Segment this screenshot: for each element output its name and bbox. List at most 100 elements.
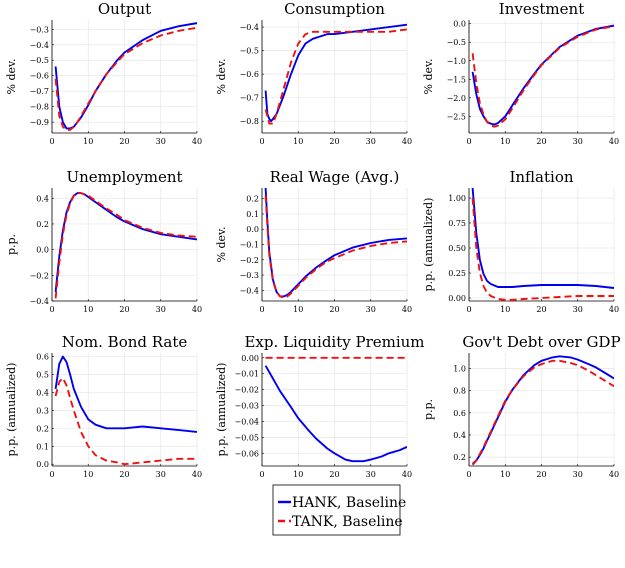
series-line-tank-baseline <box>264 28 407 125</box>
y-tick-label: −1.0 <box>447 57 466 66</box>
y-axis-label: % dev. <box>215 227 228 263</box>
series-line-tank-baseline <box>471 359 614 466</box>
y-tick-label: −0.3 <box>30 25 49 34</box>
x-tick-label: 10 <box>293 305 303 314</box>
x-tick-label: 20 <box>329 470 339 479</box>
y-tick-label: −0.5 <box>30 56 49 65</box>
panel-inflation: 0 10 20 30 40 0.00 0.25 0.50 0.75 1.00 Inflation p.… <box>422 168 619 314</box>
y-axis-label: p.p. (annualized) <box>215 363 228 457</box>
y-tick-label: −0.3 <box>240 271 259 280</box>
y-tick-label: −0.1 <box>240 241 259 250</box>
series-line-hank-baseline <box>471 355 614 465</box>
y-tick-label: −0.8 <box>240 117 259 126</box>
panel-exp-liquidity-premium: 0 10 20 30 40 −0.06 −0.05 −0.04 −0.03 −0.02 −0.01 0… <box>215 333 425 479</box>
y-tick-label: −0.8 <box>30 103 49 112</box>
series-line-hank-baseline <box>54 192 197 293</box>
series-line-tank-baseline <box>54 26 197 131</box>
series-line-hank-baseline <box>264 23 407 123</box>
x-tick-label: 20 <box>119 470 129 479</box>
series-line-tank-baseline <box>471 25 614 128</box>
x-tick-label: 30 <box>366 137 376 146</box>
panel-gov-t-debt-over-gdp: 0 10 20 30 40 0.2 0.4 0.6 0.8 1.0 Gov't Debt over … <box>422 333 621 479</box>
x-tick-label: 30 <box>156 305 166 314</box>
panel-output: 0 10 20 30 40 −0.9 −0.8 −0.7 −0.6 −0.5 −0.4 −0.3 Out… <box>5 0 202 146</box>
series-line-hank-baseline <box>54 355 197 433</box>
y-tick-label: 0.5 <box>36 371 49 380</box>
y-axis-label: p.p. (annualized) <box>5 363 18 457</box>
legend-hank-label: HANK, Baseline <box>292 495 406 511</box>
x-tick-label: 10 <box>83 137 93 146</box>
series-line-hank-baseline <box>264 187 407 298</box>
legend: HANK, Baseline TANK, Baseline <box>272 484 406 536</box>
x-tick-label: 0 <box>49 305 54 314</box>
x-tick-label: 10 <box>500 305 510 314</box>
x-tick-label: 0 <box>259 305 264 314</box>
y-tick-label: 0.00 <box>448 294 466 303</box>
panel-title: Gov't Debt over GDP <box>462 333 620 351</box>
x-tick-label: 30 <box>573 470 583 479</box>
y-tick-label: −0.5 <box>447 38 466 47</box>
x-tick-label: 0 <box>466 305 471 314</box>
series-line-tank-baseline <box>264 195 407 299</box>
x-tick-label: 10 <box>500 137 510 146</box>
x-tick-label: 30 <box>573 305 583 314</box>
panel-nom-bond-rate: 0 10 20 30 40 0.0 0.1 0.2 0.3 0.4 0.5 0.6 Nom. Bond … <box>5 333 202 479</box>
panel-investment: 0 10 20 30 40 −2.5 −2.0 −1.5 −1.0 −0.5 0.0 Investme… <box>422 0 619 146</box>
y-axis-label: % dev. <box>5 59 18 95</box>
x-tick-label: 0 <box>466 137 471 146</box>
y-tick-label: 1.00 <box>448 194 466 203</box>
y-tick-label: 0.0 <box>36 460 49 469</box>
y-tick-label: 0.50 <box>448 244 466 253</box>
x-tick-label: 40 <box>609 470 619 479</box>
x-tick-label: 40 <box>192 137 202 146</box>
y-tick-label: −0.2 <box>240 256 259 265</box>
y-tick-label: 0.1 <box>246 210 259 219</box>
x-tick-label: 10 <box>83 470 93 479</box>
x-tick-label: 30 <box>366 305 376 314</box>
x-tick-label: 30 <box>156 137 166 146</box>
legend-tank-label: TANK, Baseline <box>292 514 403 530</box>
panel-real-wage-avg: 0 10 20 30 40 −0.4 −0.3 −0.2 −0.1 0.0 0.1 0.2 Real W… <box>215 168 412 314</box>
y-tick-label: −1.5 <box>447 75 466 84</box>
series-line-hank-baseline <box>471 187 614 289</box>
x-tick-label: 40 <box>609 137 619 146</box>
y-tick-label: −0.7 <box>30 87 49 96</box>
x-tick-label: 10 <box>293 470 303 479</box>
x-tick-label: 30 <box>156 470 166 479</box>
x-tick-label: 0 <box>466 470 471 479</box>
x-tick-label: 40 <box>402 470 412 479</box>
x-tick-label: 10 <box>83 305 93 314</box>
series-line-tank-baseline <box>54 377 197 466</box>
y-tick-label: 0.0 <box>453 20 466 29</box>
panel-unemployment: 0 10 20 30 40 −0.4 −0.2 0.0 0.2 0.4 Unemployment p.… <box>5 168 202 314</box>
y-tick-label: 0.6 <box>36 353 49 362</box>
panel-title: Output <box>98 0 151 18</box>
x-tick-label: 10 <box>293 137 303 146</box>
y-axis-label: p.p. <box>5 234 18 255</box>
x-tick-label: 10 <box>500 470 510 479</box>
y-tick-label: −0.7 <box>240 94 259 103</box>
y-tick-label: 0.25 <box>448 269 466 278</box>
y-axis-label: p.p. <box>422 399 435 420</box>
y-tick-label: 0.8 <box>453 387 466 396</box>
y-tick-label: 0.2 <box>246 195 259 204</box>
y-tick-label: 0.2 <box>36 220 49 229</box>
y-tick-label: −2.5 <box>447 112 466 121</box>
y-tick-label: 0.4 <box>36 388 49 397</box>
x-tick-label: 20 <box>536 470 546 479</box>
x-tick-label: 30 <box>366 470 376 479</box>
y-tick-label: 0.2 <box>36 424 49 433</box>
panel-title: Real Wage (Avg.) <box>270 168 400 186</box>
panel-title: Investment <box>499 0 584 18</box>
y-tick-label: 0.2 <box>453 453 466 462</box>
y-tick-label: −0.4 <box>240 23 259 32</box>
x-tick-label: 20 <box>329 305 339 314</box>
series-line-tank-baseline <box>471 197 614 301</box>
y-tick-label: −0.04 <box>234 417 259 426</box>
x-tick-label: 30 <box>573 137 583 146</box>
panels: 0 10 20 30 40 −0.9 −0.8 −0.7 −0.6 −0.5 −0.4 −0.3 Out… <box>5 0 621 479</box>
y-tick-label: 0.3 <box>36 406 49 415</box>
series-line-tank-baseline <box>54 192 197 299</box>
